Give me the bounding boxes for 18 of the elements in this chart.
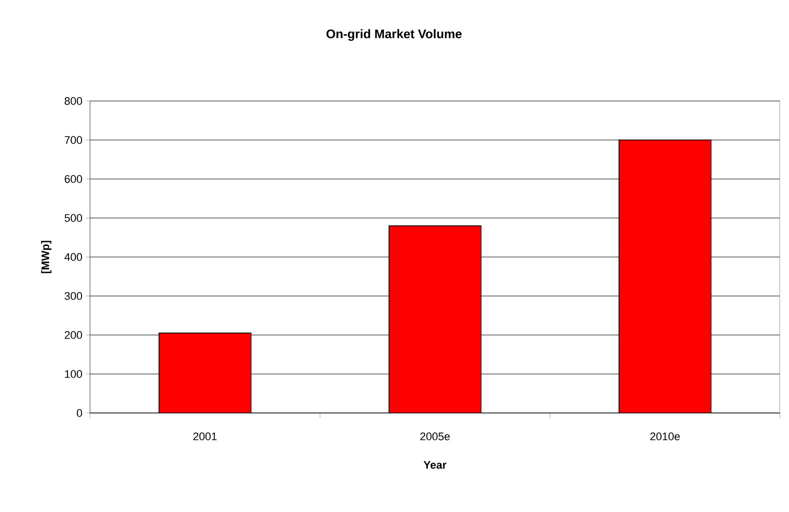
bar <box>158 332 252 413</box>
bar <box>388 225 482 413</box>
x-tick-label: 2010e <box>650 432 680 440</box>
y-tick-label: 600 <box>64 175 82 183</box>
y-tick-label: 800 <box>64 97 82 105</box>
y-tick-label: 400 <box>64 253 82 261</box>
bar <box>618 140 712 413</box>
y-tick-label: 0 <box>76 409 82 417</box>
y-tick-label: 100 <box>65 370 82 378</box>
chart-title: On-grid Market Volume <box>326 29 462 41</box>
x-tick-label: 2001 <box>193 432 217 440</box>
y-axis-title: [MWp] <box>41 240 52 274</box>
y-tick-label: 500 <box>64 214 82 222</box>
y-tick-label: 200 <box>64 331 82 339</box>
y-tick-label: 300 <box>64 292 82 300</box>
x-tick-label: 2005e <box>420 432 450 440</box>
y-tick-label: 700 <box>64 136 82 144</box>
x-axis-title: Year <box>424 461 446 469</box>
